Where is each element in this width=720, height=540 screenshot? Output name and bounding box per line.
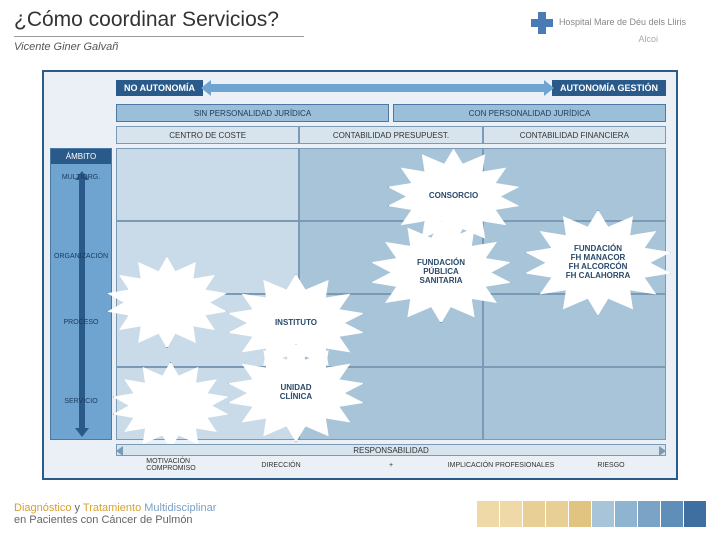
scope-item: SERVICIO (51, 396, 111, 407)
footer-square (523, 501, 545, 527)
burst-node (133, 382, 209, 430)
burst-label: INSTITUTO (248, 294, 344, 352)
footer-square (592, 501, 614, 527)
grid-cell (116, 148, 299, 221)
autonomy-axis: NO AUTONOMÍA AUTONOMÍA GESTIÓN (116, 78, 666, 98)
scope-head: ÁMBITO (51, 149, 111, 164)
row3-cell: CONTABILIDAD PRESUPUEST. (299, 126, 482, 144)
scope-item: MULTIORG. (51, 172, 111, 183)
burst-node (127, 276, 207, 328)
burst-label: FUNDACIÓNFH MANACORFH ALCORCÓNFH CALAHOR… (545, 230, 651, 296)
row2-cell: SIN PERSONALIDAD JURÍDICA (116, 104, 389, 122)
bottom-cell: DIRECCIÓN (226, 458, 336, 472)
burst-node: CONSORCIO (408, 168, 500, 224)
responsibility-axis: RESPONSABILIDAD MOTIVACIÓNCOMPROMISODIRE… (116, 444, 666, 472)
footer-word: Multidisciplinar (141, 502, 216, 514)
burst-label (127, 276, 207, 328)
bottom-cell: RIESGO (556, 458, 666, 472)
hospital-name: Hospital Mare de Déu dels Lliris (559, 18, 686, 28)
legal-personality-row: SIN PERSONALIDAD JURÍDICA CON PERSONALID… (116, 104, 666, 122)
burst-label: CONSORCIO (408, 168, 500, 224)
footer-word: y (71, 502, 82, 514)
burst-node: FUNDACIÓNFH MANACORFH ALCORCÓNFH CALAHOR… (545, 230, 651, 296)
hospital-location: Alcoi (638, 34, 658, 44)
footer-word: Tratamiento (83, 502, 141, 514)
footer-square (615, 501, 637, 527)
bottom-cell: + (336, 458, 446, 472)
grid-cell (483, 148, 666, 221)
grid-cell (483, 294, 666, 367)
matrix-grid: CONSORCIO FUNDACIÓNPÚBLICASANITARIA FUNDAC… (116, 148, 666, 440)
hospital-logo: Hospital Mare de Déu dels Lliris (531, 12, 686, 34)
burst-label (133, 382, 209, 430)
scope-axis: ÁMBITO MULTIORG. ORGANIZACIÓN PROCESO SERVI… (50, 148, 112, 440)
cross-icon (531, 12, 553, 34)
footer-square (638, 501, 660, 527)
grid-cell (483, 367, 666, 440)
bottom-cell: MOTIVACIÓNCOMPROMISO (116, 458, 226, 472)
author-name: Vicente Giner Galvañ (14, 41, 706, 53)
footer-square (500, 501, 522, 527)
footer-square (684, 501, 706, 527)
footer-square (546, 501, 568, 527)
accounting-row: CENTRO DE COSTE CONTABILIDAD PRESUPUEST.… (116, 126, 666, 144)
axis-left-label: NO AUTONOMÍA (116, 80, 203, 96)
axis-right-label: AUTONOMÍA GESTIÓN (552, 80, 666, 96)
color-squares (477, 501, 706, 527)
scope-item: ORGANIZACIÓN (51, 251, 111, 262)
burst-label: UNIDADCLÍNICA (248, 364, 344, 422)
footer-title: Diagnóstico y Tratamiento Multidisciplin… (14, 502, 216, 526)
row3-cell: CONTABILIDAD FINANCIERA (483, 126, 666, 144)
row3-cell: CENTRO DE COSTE (116, 126, 299, 144)
coordination-diagram: NO AUTONOMÍA AUTONOMÍA GESTIÓN SIN PERSO… (42, 70, 678, 480)
footer-square (569, 501, 591, 527)
horizontal-arrow-icon (209, 84, 546, 92)
vertical-arrow-icon (79, 179, 85, 429)
burst-label: FUNDACIÓNPÚBLICASANITARIA (391, 241, 491, 303)
bottom-cell: IMPLICACIÓN PROFESIONALES (446, 458, 556, 472)
scope-item: PROCESO (51, 317, 111, 328)
slide-footer: Diagnóstico y Tratamiento Multidisciplin… (14, 494, 706, 534)
footer-square (477, 501, 499, 527)
row2-cell: CON PERSONALIDAD JURÍDICA (393, 104, 666, 122)
responsibility-label: RESPONSABILIDAD (116, 444, 666, 456)
footer-subtitle: en Pacientes con Cáncer de Pulmón (14, 514, 193, 526)
footer-word: Diagnóstico (14, 502, 71, 514)
footer-square (661, 501, 683, 527)
burst-node: INSTITUTO (248, 294, 344, 352)
page-title: ¿Cómo coordinar Servicios? (14, 8, 304, 37)
burst-node: UNIDADCLÍNICA (248, 364, 344, 422)
burst-node: FUNDACIÓNPÚBLICASANITARIA (391, 241, 491, 303)
